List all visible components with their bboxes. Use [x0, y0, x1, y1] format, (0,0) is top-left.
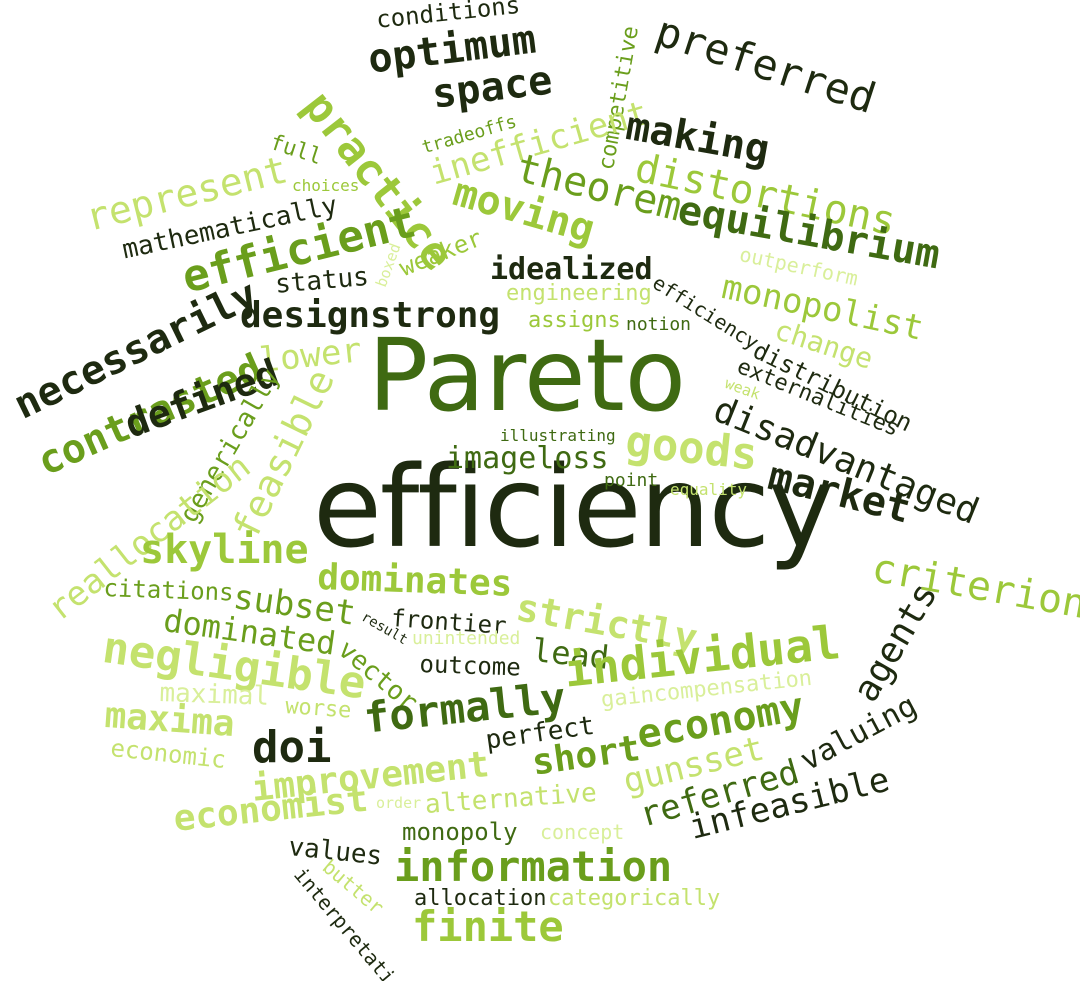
- word-notion: notion: [626, 314, 692, 335]
- word-skyline: skyline: [140, 527, 309, 573]
- word-monopoly: monopoly: [402, 818, 518, 846]
- word-point: point: [604, 470, 659, 491]
- word-unintended: unintended: [412, 628, 521, 649]
- word-dominates: dominates: [316, 557, 514, 605]
- word-information: information: [394, 842, 673, 891]
- word-equality: equality: [670, 480, 748, 499]
- word-worse: worse: [284, 694, 353, 724]
- word-economist: economist: [171, 778, 370, 840]
- word-doi: doi: [252, 722, 332, 773]
- word-finite: finite: [412, 902, 564, 951]
- word-allocation: allocation: [414, 886, 547, 911]
- word-status: status: [273, 261, 371, 300]
- word-engineering: engineering: [506, 281, 652, 306]
- word-order: order: [376, 794, 422, 812]
- word-citations: citations: [103, 574, 235, 607]
- word-efficiency: efficiency: [313, 443, 834, 573]
- word-concept: concept: [540, 820, 625, 844]
- word-idealized: idealized: [490, 252, 653, 287]
- word-illustrating: illustrating: [500, 426, 616, 445]
- word-outcome: outcome: [419, 650, 522, 682]
- word-valuing: valuing: [794, 687, 923, 779]
- word-preferred: preferred: [650, 6, 882, 124]
- word-categorically: categorically: [548, 886, 721, 911]
- word-designstrong: designstrong: [240, 295, 501, 336]
- word-imageloss: imageloss: [446, 441, 609, 476]
- word-agents: agents: [845, 575, 946, 709]
- word-assigns: assigns: [528, 308, 621, 333]
- word-choices: choices: [292, 176, 360, 195]
- word-pareto: Pareto: [368, 317, 686, 434]
